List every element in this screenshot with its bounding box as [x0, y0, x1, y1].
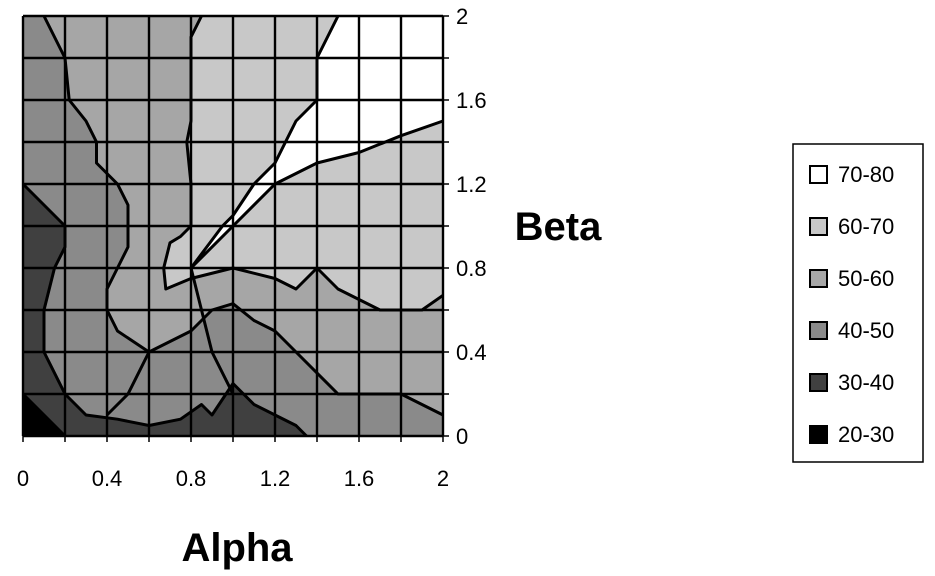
legend-item: 40-50 — [809, 318, 894, 343]
legend-label: 30-40 — [838, 370, 894, 395]
x-tick-label: 1.6 — [344, 466, 375, 491]
contour-line — [189, 15, 444, 270]
x-tick-labels: 0 0.4 0.8 1.2 1.6 2 — [17, 466, 449, 491]
legend: 70-80 60-70 50-60 40-50 30-40 20-30 — [792, 143, 924, 463]
legend-item: 70-80 — [809, 162, 894, 187]
contour-lines — [21, 15, 444, 438]
legend-item: 20-30 — [809, 422, 894, 447]
legend-swatch — [809, 425, 828, 444]
y-tick-label: 2 — [456, 4, 468, 29]
legend-swatch — [809, 165, 828, 184]
legend-label: 70-80 — [838, 162, 894, 187]
x-tick-label: 0 — [17, 466, 29, 491]
legend-item: 60-70 — [809, 214, 894, 239]
x-tick-label: 2 — [437, 466, 449, 491]
y-axis-title: Beta — [515, 205, 602, 249]
y-tick-label: 0 — [456, 424, 468, 449]
y-tick-label: 0.4 — [456, 340, 487, 365]
legend-label: 20-30 — [838, 422, 894, 447]
legend-item: 30-40 — [809, 370, 894, 395]
x-tick-label: 0.4 — [92, 466, 123, 491]
legend-swatch — [809, 373, 828, 392]
legend-label: 40-50 — [838, 318, 894, 343]
legend-label: 60-70 — [838, 214, 894, 239]
legend-item: 50-60 — [809, 266, 894, 291]
legend-swatch — [809, 217, 828, 236]
x-axis-title: Alpha — [181, 526, 293, 570]
legend-swatch — [809, 269, 828, 288]
contour-line — [21, 182, 308, 438]
contour-line — [105, 351, 151, 417]
gridlines — [21, 14, 445, 438]
legend-label: 50-60 — [838, 266, 894, 291]
region-30-40 — [23, 184, 307, 436]
contour-line — [189, 267, 235, 395]
legend-swatch — [809, 321, 828, 340]
y-tick-label: 1.6 — [456, 88, 487, 113]
axes — [22, 15, 449, 442]
legend-frame — [792, 143, 924, 463]
contour-line — [162, 15, 444, 312]
y-tick-labels: 0 0.4 0.8 1.2 1.6 2 — [456, 4, 487, 449]
contour-line — [42, 15, 444, 417]
y-tick-label: 1.2 — [456, 172, 487, 197]
x-tick-label: 0.8 — [176, 466, 207, 491]
x-tick-label: 1.2 — [260, 466, 291, 491]
y-tick-label: 0.8 — [456, 256, 487, 281]
contour-line — [21, 392, 67, 438]
